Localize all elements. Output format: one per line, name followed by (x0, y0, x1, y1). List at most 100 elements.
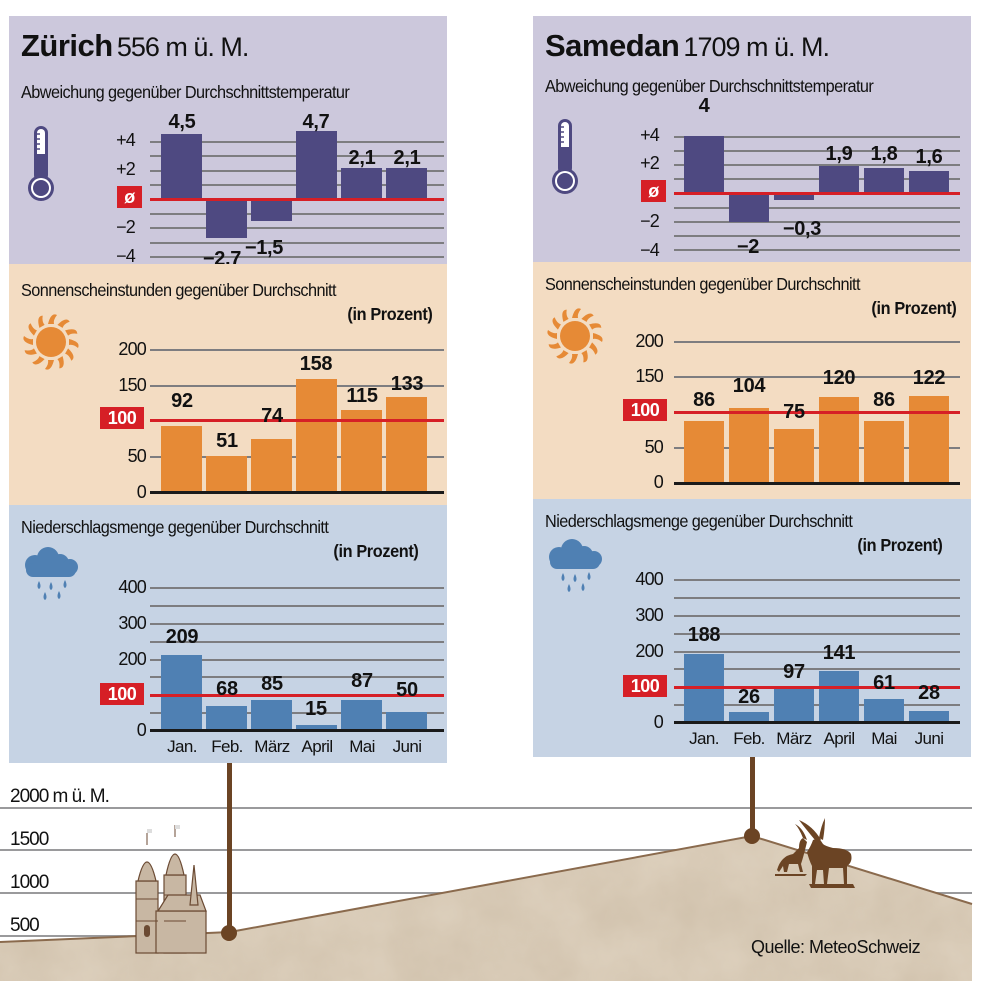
value-label-april: 4,7 (302, 111, 330, 133)
value-label-april: 141 (822, 642, 856, 664)
bar-juni (386, 168, 427, 199)
average-marker: ø (117, 186, 142, 208)
bar-mai (341, 700, 382, 730)
value-label-mai: 1,8 (870, 143, 898, 165)
y-tick: −2 (640, 211, 660, 231)
y-tick: −4 (116, 246, 136, 266)
value-label-jan: 4,5 (168, 111, 196, 133)
chart-title: Niederschlagsmenge gegenüber Durchschnit… (21, 517, 329, 537)
temperature-chart: 4,5 −2,7 −1,5 4,7 2,1 2,1 (150, 112, 444, 272)
precipitation-section: Niederschlagsmenge gegenüber Durchschnit… (9, 505, 447, 763)
station-title: Zürich 556 m ü. M. (21, 28, 250, 64)
value-label-jan: 209 (165, 626, 199, 648)
thermometer-icon (28, 126, 54, 201)
x-label-feb: Feb. (733, 729, 765, 748)
x-label-juni: Juni (914, 729, 944, 748)
temperature-chart: 4 −2 −0,3 1,9 1,8 1,6 (674, 96, 960, 266)
x-label-maerz: März (776, 729, 812, 748)
value-label-juni: 133 (390, 373, 424, 395)
landscape: 2000 m ü. M. 1500 1000 500 (0, 770, 981, 981)
value-label-jan: 4 (698, 95, 710, 117)
bar-mai (864, 421, 904, 483)
samedan-pole (750, 756, 755, 834)
bar-jan (684, 421, 724, 483)
y-tick: 200 (635, 331, 663, 351)
average-marker: ø (641, 180, 666, 202)
x-label-maerz: März (254, 737, 290, 756)
value-label-juni: 122 (912, 367, 946, 389)
y-tick: 0 (653, 472, 664, 492)
sunshine-section: Sonnenscheinstunden gegenüber Durchschni… (9, 264, 447, 505)
y-tick: 0 (136, 720, 147, 740)
bar-juni (386, 712, 427, 730)
bar-jan (161, 134, 202, 199)
chart-unit: (in Prozent) (332, 541, 418, 561)
bar-maerz (774, 429, 814, 483)
value-label-april: 1,9 (825, 143, 853, 165)
bar-maerz (251, 439, 292, 492)
precipitation-section: Niederschlagsmenge gegenüber Durchschnit… (533, 499, 971, 757)
bar-jan (161, 655, 202, 730)
value-label-maerz: 97 (783, 661, 805, 683)
bar-feb (729, 193, 769, 222)
sunshine-section: Sonnenscheinstunden gegenüber Durchschni… (533, 262, 971, 499)
y-tick: −2 (116, 217, 136, 237)
value-label-april: 120 (822, 367, 856, 389)
chart-title: Sonnenscheinstunden gegenüber Durchschni… (545, 274, 861, 294)
value-label-feb: 51 (216, 430, 238, 452)
zurich-location-marker (221, 925, 237, 941)
value-label-juni: 50 (396, 679, 418, 701)
y-tick: +4 (640, 125, 660, 145)
zurich-pole (227, 762, 232, 930)
chart-unit: (in Prozent) (870, 298, 956, 318)
chart-title: Sonnenscheinstunden gegenüber Durchschni… (21, 280, 337, 300)
value-label-feb: −2 (736, 236, 760, 258)
y-tick: 50 (644, 437, 664, 457)
precipitation-chart: 209 68 85 15 87 50 Jan. Feb. März April … (150, 565, 444, 765)
x-label-mai: Mai (349, 737, 375, 756)
bar-juni (386, 397, 427, 492)
y-tick: 200 (635, 641, 663, 661)
y-tick: 200 (118, 339, 146, 359)
bar-mai (864, 168, 904, 193)
samedan-location-marker (744, 828, 760, 844)
value-label-jan: 86 (693, 389, 715, 411)
value-label-juni: 2,1 (393, 147, 421, 169)
chart-unit: (in Prozent) (346, 304, 432, 324)
value-label-jan: 188 (687, 624, 721, 646)
station-title: Samedan 1709 m ü. M. (545, 28, 830, 64)
bar-mai (864, 699, 904, 722)
rain-cloud-icon (549, 539, 602, 592)
y-tick: +4 (116, 130, 136, 150)
value-label-mai: 61 (873, 672, 895, 694)
altitude-label-1000: 1000 (10, 872, 49, 893)
value-label-mai: 115 (346, 385, 378, 407)
altitude-gridline-2000 (0, 807, 972, 809)
bar-feb (729, 712, 769, 722)
sunshine-chart: 86 104 75 120 86 122 (674, 328, 960, 488)
value-label-jan: 92 (171, 390, 193, 412)
y-tick: 50 (127, 446, 147, 466)
bar-mai (341, 168, 382, 199)
bar-april (296, 725, 337, 730)
x-label-jan: Jan. (167, 737, 197, 756)
value-label-maerz: −0,3 (782, 218, 822, 240)
city-altitude: 556 m ü. M. (116, 32, 250, 62)
bar-maerz (251, 199, 292, 221)
x-label-april: April (823, 729, 855, 748)
average-marker: 100 (623, 675, 667, 697)
y-tick: 300 (118, 613, 146, 633)
chart-unit: (in Prozent) (856, 535, 942, 555)
bar-april (819, 397, 859, 483)
bar-maerz (251, 700, 292, 730)
station-panel-samedan: Samedan 1709 m ü. M. Abweichung gegenübe… (533, 16, 971, 757)
value-label-mai: 86 (873, 389, 895, 411)
x-label-feb: Feb. (211, 737, 243, 756)
y-tick: 200 (118, 649, 146, 669)
chart-title: Abweichung gegenüber Durchschnittstemper… (21, 82, 350, 102)
temperature-section: Samedan 1709 m ü. M. Abweichung gegenübe… (533, 16, 971, 262)
city-altitude: 1709 m ü. M. (683, 32, 830, 62)
y-tick: −4 (640, 240, 660, 260)
x-label-mai: Mai (871, 729, 897, 748)
bar-juni (909, 171, 949, 193)
